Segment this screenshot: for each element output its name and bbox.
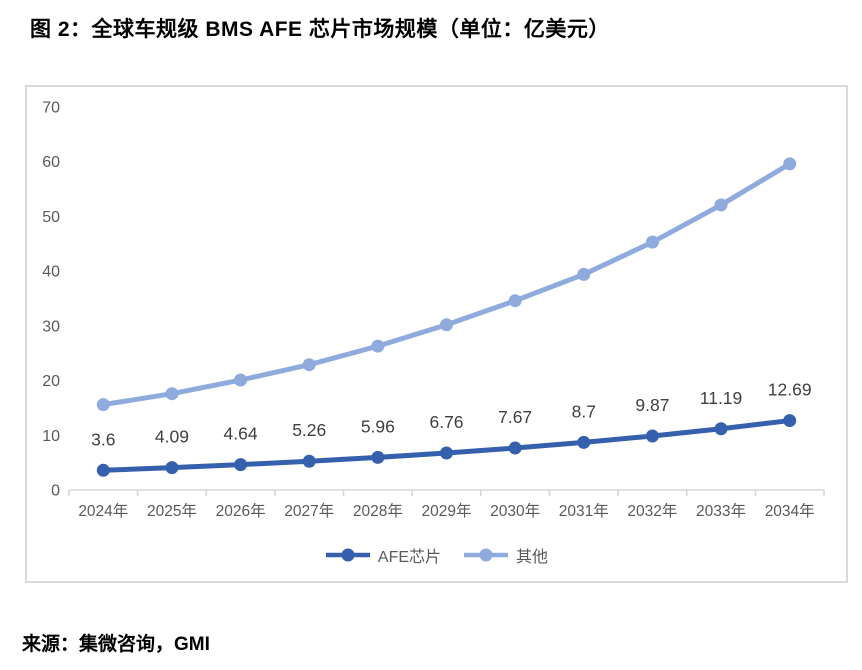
- data-point: [714, 422, 728, 436]
- data-point: [96, 463, 110, 477]
- x-tick-label: 2027年: [284, 502, 334, 520]
- data-point: [645, 235, 659, 249]
- data-label: 8.7: [572, 401, 596, 421]
- y-tick-label: 10: [42, 428, 60, 445]
- y-tick-label: 40: [42, 264, 60, 281]
- data-point: [577, 267, 591, 281]
- data-label: 5.96: [361, 416, 395, 436]
- data-point: [440, 446, 453, 460]
- data-label: 5.26: [292, 420, 326, 440]
- x-tick-label: 2029年: [422, 502, 472, 520]
- x-tick-label: 2032年: [627, 502, 677, 520]
- legend-item-其他: 其他: [463, 543, 548, 567]
- x-tick-label: 2026年: [216, 502, 266, 520]
- data-point: [440, 318, 453, 332]
- data-label: 6.76: [429, 412, 463, 432]
- data-point: [371, 339, 385, 353]
- x-tick-label: 2030年: [490, 502, 540, 520]
- data-point: [508, 441, 522, 455]
- chart-legend: AFE芯片 其他: [27, 543, 846, 567]
- data-point: [302, 454, 316, 468]
- legend-marker-icon: [325, 548, 370, 562]
- x-tick-label: 2034年: [765, 502, 815, 520]
- data-label: 9.87: [635, 395, 669, 415]
- legend-label: AFE芯片: [377, 549, 442, 566]
- data-point: [96, 398, 110, 412]
- data-point: [508, 294, 522, 308]
- y-tick-label: 30: [42, 318, 60, 335]
- legend-marker-icon: [464, 548, 509, 562]
- data-point: [645, 429, 659, 443]
- y-tick-label: 50: [42, 209, 60, 226]
- x-tick-label: 2024年: [78, 502, 128, 520]
- data-label: 11.19: [700, 388, 743, 408]
- series-line-其他: [100, 161, 793, 408]
- data-point: [234, 373, 248, 387]
- legend-item-AFE芯片: AFE芯片: [325, 543, 441, 567]
- data-point: [165, 387, 179, 401]
- y-tick-label: 0: [51, 483, 60, 500]
- y-tick-label: 20: [42, 373, 60, 390]
- data-label: 7.67: [498, 407, 532, 427]
- data-label: 12.69: [768, 380, 812, 400]
- data-point: [234, 458, 248, 472]
- data-point: [783, 414, 797, 428]
- y-tick-label: 70: [42, 100, 60, 117]
- data-point: [302, 358, 316, 372]
- y-tick-label: 60: [42, 154, 60, 171]
- x-tick-label: 2033年: [696, 502, 746, 520]
- data-point: [371, 450, 385, 464]
- x-tick-label: 2025年: [147, 502, 197, 520]
- x-tick-label: 2031年: [559, 502, 609, 520]
- source-note: 来源：集微咨询，GMI: [22, 634, 210, 655]
- chart-plot-area: 0 10 20 30 40 50 60 70 2024年 2025年 2026年 2027年 2028年…: [27, 87, 846, 532]
- data-point: [714, 198, 728, 212]
- data-point: [577, 435, 591, 449]
- x-tick-label: 2028年: [353, 502, 403, 520]
- data-label: 3.6: [91, 429, 115, 449]
- data-point: [165, 461, 179, 475]
- chart-svg: 0 10 20 30 40 50 60 70 2024年 2025年 2026年 2027年 2028年…: [42, 100, 825, 520]
- legend-label: 其他: [516, 549, 549, 566]
- data-label: 4.64: [224, 424, 258, 444]
- chart-title: 图 2：全球车规级 BMS AFE 芯片市场规模（单位：亿美元）: [30, 18, 610, 41]
- chart-panel: 0 10 20 30 40 50 60 70 2024年 2025年 2026年 2027年 2028年…: [25, 85, 848, 583]
- data-label: 4.09: [155, 427, 189, 447]
- data-point: [783, 157, 797, 171]
